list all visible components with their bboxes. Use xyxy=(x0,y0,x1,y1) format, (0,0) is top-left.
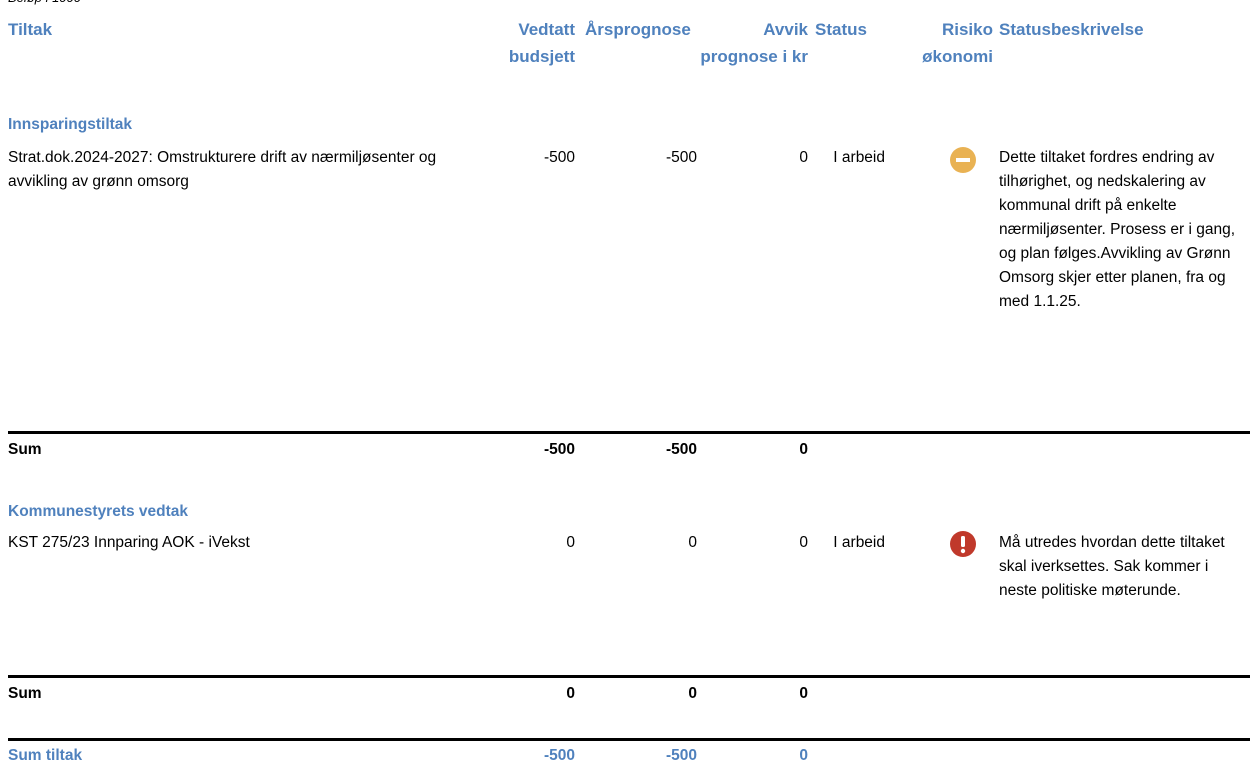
avvik: 0 xyxy=(799,534,808,551)
rule xyxy=(8,675,1250,678)
header-risiko: Risiko økonomi xyxy=(922,20,993,66)
status: I arbeid xyxy=(833,149,885,166)
rule xyxy=(8,431,1250,434)
status: I arbeid xyxy=(833,534,885,551)
section-title: Innsparingstiltak xyxy=(8,116,133,133)
header-status: Status xyxy=(815,20,867,39)
total-vedtatt: -500 xyxy=(543,747,575,764)
beskrivelse: Dette tiltaket fordres endring av tilhør… xyxy=(999,149,1236,310)
rule xyxy=(8,738,1250,741)
avvik: 0 xyxy=(799,149,808,166)
header-avvik: Avvik prognose i kr xyxy=(700,20,808,66)
sum-avvik: 0 xyxy=(799,685,808,702)
tiltak: KST 275/23 Innparing AOK - iVekst xyxy=(8,534,250,551)
header-beskrivelse: Statusbeskrivelse xyxy=(999,20,1144,39)
tiltak: Strat.dok.2024-2027: Omstrukturere drift… xyxy=(8,149,437,190)
vedtatt: -500 xyxy=(543,149,575,166)
total-prognose: -500 xyxy=(665,747,697,764)
prognose: -500 xyxy=(665,149,697,166)
sum-label: Sum xyxy=(8,441,42,458)
vedtatt: 0 xyxy=(566,534,575,551)
total-label: Sum tiltak xyxy=(8,747,83,764)
section-title: Kommunestyrets vedtak xyxy=(8,503,189,520)
beskrivelse: Må utredes hvordan dette tiltaket skal i… xyxy=(999,534,1225,599)
risk-icon-warning xyxy=(950,147,976,173)
sum-prognose: 0 xyxy=(688,685,697,702)
header-tiltak: Tiltak xyxy=(8,20,53,39)
note: Beløp i 1000 xyxy=(8,0,81,10)
prognose: 0 xyxy=(688,534,697,551)
header-prognose: Årsprognose xyxy=(585,20,691,39)
risk-icon-critical xyxy=(950,531,976,557)
header-vedtatt: Vedtatt budsjett xyxy=(508,20,575,66)
sum-avvik: 0 xyxy=(799,441,808,458)
sum-vedtatt: 0 xyxy=(566,685,575,702)
total-avvik: 0 xyxy=(799,747,808,764)
sum-vedtatt: -500 xyxy=(543,441,575,458)
sum-label: Sum xyxy=(8,685,42,702)
sum-prognose: -500 xyxy=(665,441,697,458)
